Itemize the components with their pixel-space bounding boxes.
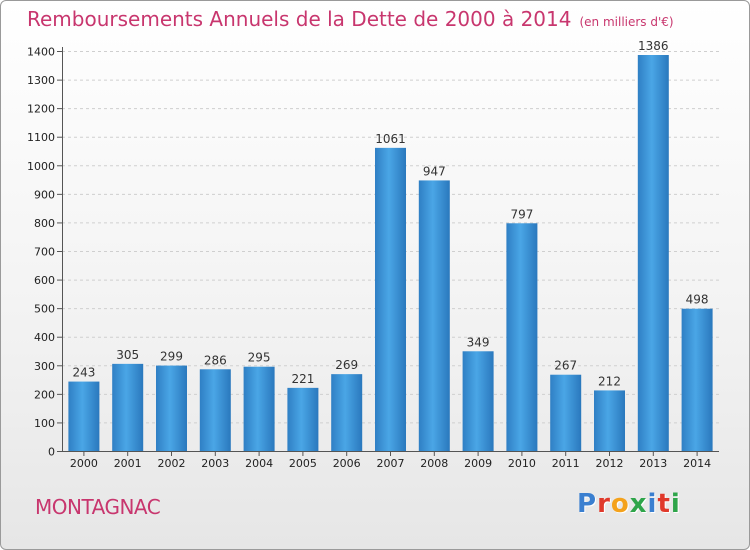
bar-value-label: 212 (598, 374, 621, 388)
y-tick-label: 300 (34, 360, 55, 373)
bar-value-label: 1386 (638, 39, 669, 53)
y-tick-label: 200 (34, 388, 55, 401)
x-tick-label: 2013 (639, 457, 667, 470)
bar-value-label: 299 (160, 350, 183, 364)
proxiti-logo[interactable]: Proxiti (577, 489, 681, 519)
y-tick-label: 600 (34, 274, 55, 287)
logo-letter: i (647, 489, 658, 519)
logo-letter: P (577, 489, 598, 519)
y-tick-label: 900 (34, 188, 55, 201)
x-tick-label: 2004 (245, 457, 273, 470)
logo-letter: t (657, 489, 671, 519)
bar-value-label: 267 (554, 359, 577, 373)
x-tick-label: 2000 (70, 457, 98, 470)
bar (331, 374, 363, 451)
bar-value-label: 305 (116, 348, 139, 362)
x-tick-label: 2008 (420, 457, 448, 470)
x-tick-label: 2006 (333, 457, 361, 470)
y-tick-label: 400 (34, 331, 55, 344)
bar (418, 180, 450, 451)
bar-value-label: 295 (248, 351, 271, 365)
logo-letter: o (610, 489, 630, 519)
bar-value-label: 269 (335, 358, 358, 372)
bar (637, 55, 669, 451)
x-tick-label: 2014 (683, 457, 711, 470)
logo-letter: i (670, 489, 681, 519)
x-tick-label: 2003 (201, 457, 229, 470)
y-tick-label: 1200 (27, 103, 55, 116)
logo-letter: r (597, 489, 611, 519)
bar (681, 308, 713, 451)
bar (506, 223, 538, 451)
chart-title-text: Remboursements Annuels de la Dette de 20… (27, 7, 572, 31)
bar (112, 363, 144, 451)
bar (462, 351, 494, 451)
bar (199, 369, 231, 451)
y-tick-label: 1000 (27, 160, 55, 173)
y-tick-label: 1400 (27, 46, 55, 59)
bar-value-label: 947 (423, 164, 446, 178)
bar (287, 387, 319, 451)
bar (68, 381, 100, 451)
bar (550, 374, 582, 451)
y-tick-label: 100 (34, 417, 55, 430)
y-tick-label: 800 (34, 217, 55, 230)
y-tick-label: 0 (48, 446, 55, 459)
bar-value-label: 498 (686, 293, 709, 307)
x-tick-label: 2010 (508, 457, 536, 470)
bar (156, 365, 187, 451)
logo-letter: x (629, 489, 648, 519)
y-tick-label: 1300 (27, 74, 55, 87)
town-name: MONTAGNAC (35, 495, 161, 519)
chart-title: Remboursements Annuels de la Dette de 20… (27, 7, 674, 31)
bar (594, 390, 625, 451)
y-tick-label: 1100 (27, 131, 55, 144)
bar-value-label: 221 (291, 372, 314, 386)
y-tick-label: 700 (34, 246, 55, 259)
x-tick-label: 2011 (552, 457, 580, 470)
bar-value-label: 1061 (375, 132, 406, 146)
bar-value-label: 797 (510, 207, 533, 221)
bar-value-label: 349 (467, 335, 490, 349)
y-tick-label: 500 (34, 303, 55, 316)
x-tick-label: 2009 (464, 457, 492, 470)
x-tick-label: 2012 (596, 457, 624, 470)
x-tick-label: 2001 (114, 457, 142, 470)
x-tick-label: 2007 (377, 457, 405, 470)
chart-subtitle: (en milliers d'€) (579, 15, 674, 29)
bar (243, 366, 275, 451)
bar-value-label: 286 (204, 353, 227, 367)
x-tick-label: 2002 (158, 457, 186, 470)
bar-value-label: 243 (72, 366, 95, 380)
x-tick-label: 2005 (289, 457, 317, 470)
bar (375, 147, 406, 451)
